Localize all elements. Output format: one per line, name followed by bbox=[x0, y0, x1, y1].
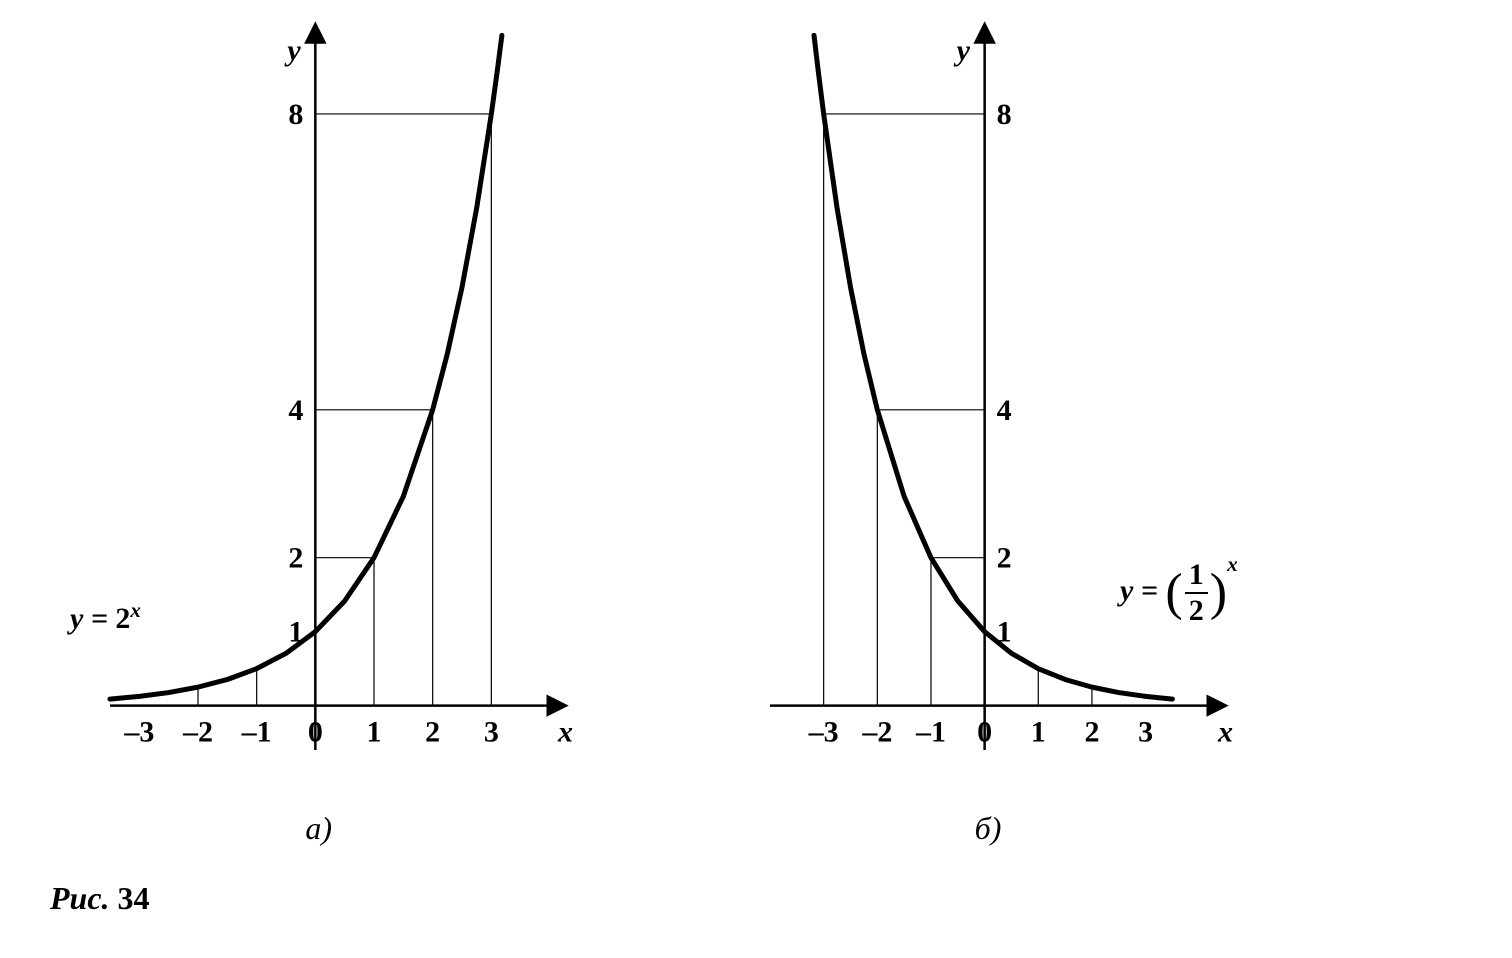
svg-text:0: 0 bbox=[308, 716, 323, 749]
func-b-den: 2 bbox=[1185, 594, 1208, 626]
svg-text:–2: –2 bbox=[182, 716, 213, 749]
svg-text:x: x bbox=[1217, 716, 1233, 749]
svg-text:–3: –3 bbox=[808, 716, 839, 749]
chart-panel-b: –3–2–101231248xy bbox=[720, 20, 1280, 840]
svg-text:2: 2 bbox=[997, 542, 1012, 575]
svg-text:–2: –2 bbox=[861, 716, 892, 749]
figure-caption: Рис. 34 bbox=[50, 880, 150, 917]
svg-text:–1: –1 bbox=[241, 716, 272, 749]
close-paren-icon: ) bbox=[1210, 564, 1227, 621]
svg-text:–1: –1 bbox=[915, 716, 946, 749]
svg-text:4: 4 bbox=[997, 394, 1012, 427]
figure-container: –3–2–101231248xy y = 2x а) –3–2–10123124… bbox=[0, 0, 1512, 958]
func-a-exp: x bbox=[130, 598, 141, 622]
svg-text:–3: –3 bbox=[123, 716, 154, 749]
func-a-base: 2 bbox=[115, 602, 130, 635]
svg-text:3: 3 bbox=[1138, 716, 1153, 749]
function-label-b: y = (12)x bbox=[1120, 560, 1238, 626]
svg-text:1: 1 bbox=[997, 616, 1012, 649]
svg-text:2: 2 bbox=[288, 542, 303, 575]
open-paren-icon: ( bbox=[1165, 564, 1182, 621]
svg-text:2: 2 bbox=[425, 716, 440, 749]
func-a-var: y = bbox=[70, 602, 108, 635]
svg-text:1: 1 bbox=[367, 716, 382, 749]
svg-text:8: 8 bbox=[997, 98, 1012, 131]
panel-caption-b: б) bbox=[975, 810, 1002, 847]
chart-panel-a: –3 –2 –1 0 1 2 3 1 2 4 8 x y bbox=[60, 20, 620, 840]
svg-text:4: 4 bbox=[288, 394, 303, 427]
svg-text:8: 8 bbox=[288, 98, 303, 131]
svg-text:1: 1 bbox=[1031, 716, 1046, 749]
func-b-num: 1 bbox=[1185, 560, 1208, 594]
svg-text:1: 1 bbox=[288, 616, 303, 649]
svg-text:0: 0 bbox=[977, 716, 992, 749]
svg-text:y: y bbox=[954, 34, 971, 67]
svg-text:y: y bbox=[284, 34, 301, 67]
svg-text:3: 3 bbox=[484, 716, 499, 749]
svg-text:x: x bbox=[557, 716, 573, 749]
function-label-a: y = 2x bbox=[70, 598, 141, 636]
func-b-exp: x bbox=[1227, 552, 1238, 576]
func-b-var: y = bbox=[1120, 574, 1158, 607]
svg-text:2: 2 bbox=[1084, 716, 1099, 749]
panel-caption-a: а) bbox=[305, 810, 332, 847]
